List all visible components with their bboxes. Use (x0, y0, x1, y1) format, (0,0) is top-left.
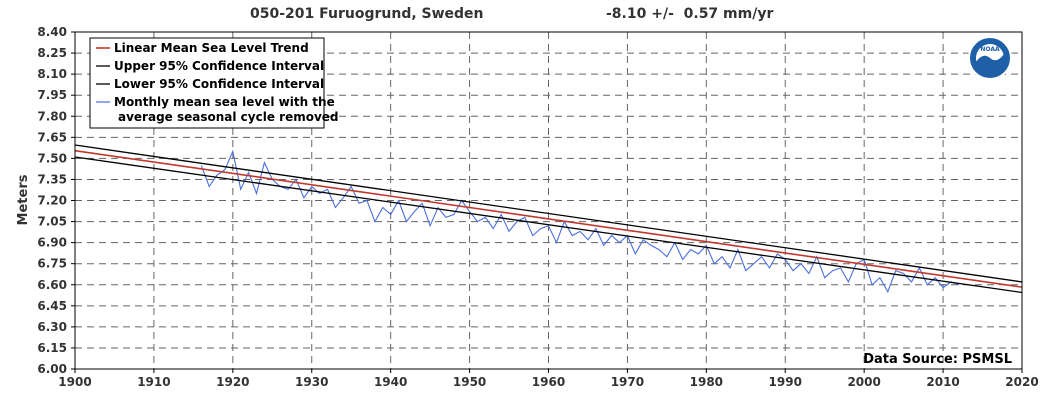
upper-confidence-line (74, 144, 1023, 283)
y-tick-label: 8.40 (37, 25, 67, 39)
x-tick-label: 1940 (374, 375, 407, 389)
y-tick-label: 8.10 (37, 67, 67, 81)
x-tick-label: 2020 (1005, 375, 1038, 389)
x-tick-label: 1990 (769, 375, 802, 389)
legend: Linear Mean Sea Level Trend Upper 95% Co… (89, 37, 339, 129)
legend-label-upper: Upper 95% Confidence Interval (114, 59, 324, 73)
x-tick-label: 1920 (216, 375, 249, 389)
legend-label-monthly: Monthly mean sea level with the (114, 95, 335, 109)
y-tick-label: 8.25 (37, 46, 67, 60)
legend-box (89, 37, 325, 129)
svg-text:NOAA: NOAA (980, 46, 1000, 53)
legend-label-lower: Lower 95% Confidence Interval (114, 77, 324, 91)
y-tick-label: 7.35 (37, 172, 67, 186)
x-tick-label: 2010 (926, 375, 959, 389)
y-tick-label: 6.00 (37, 362, 67, 376)
y-tick-label: 7.95 (37, 88, 67, 102)
x-tick-label: 2000 (847, 375, 880, 389)
chart-subtitle: -8.10 +/- 0.57 mm/yr (606, 6, 774, 22)
x-tick-label: 1900 (58, 375, 91, 389)
x-tick-label: 1980 (690, 375, 723, 389)
noaa-logo-icon: NOAA (968, 36, 1012, 80)
y-tick-label: 7.05 (37, 215, 67, 229)
y-tick-label: 6.90 (37, 236, 67, 250)
axes: 6.00 6.15 6.30 6.45 6.60 6.75 6.90 7.05 7.20 7.35… (37, 25, 1038, 389)
y-axis-label: Meters (16, 174, 31, 225)
y-tick-label: 6.75 (37, 257, 67, 271)
chart-title: 050-201 Furuogrund, Sweden (250, 6, 484, 22)
legend-label-trend: Linear Mean Sea Level Trend (114, 41, 309, 55)
legend-label-monthly-line2: average seasonal cycle removed (118, 110, 339, 124)
monthly-sea-level-line (200, 149, 960, 294)
data-series (74, 144, 1023, 294)
grid (75, 32, 1022, 369)
y-tick-label: 6.60 (37, 278, 67, 292)
y-tick-label: 6.45 (37, 299, 67, 313)
y-tick-label: 7.50 (37, 151, 67, 165)
x-tick-label: 1960 (532, 375, 565, 389)
x-tick-label: 1970 (611, 375, 644, 389)
data-source-annotation: Data Source: PSMSL (863, 352, 1012, 367)
trend-line (74, 149, 1023, 288)
x-tick-label: 1930 (295, 375, 328, 389)
y-tick-label: 7.65 (37, 130, 67, 144)
x-tick-label: 1910 (137, 375, 170, 389)
y-tick-label: 6.15 (37, 341, 67, 355)
lower-confidence-line (74, 156, 1023, 294)
y-tick-label: 7.20 (37, 194, 67, 208)
y-tick-label: 6.30 (37, 320, 67, 334)
x-tick-label: 1950 (453, 375, 486, 389)
y-tick-label: 7.80 (37, 109, 67, 123)
